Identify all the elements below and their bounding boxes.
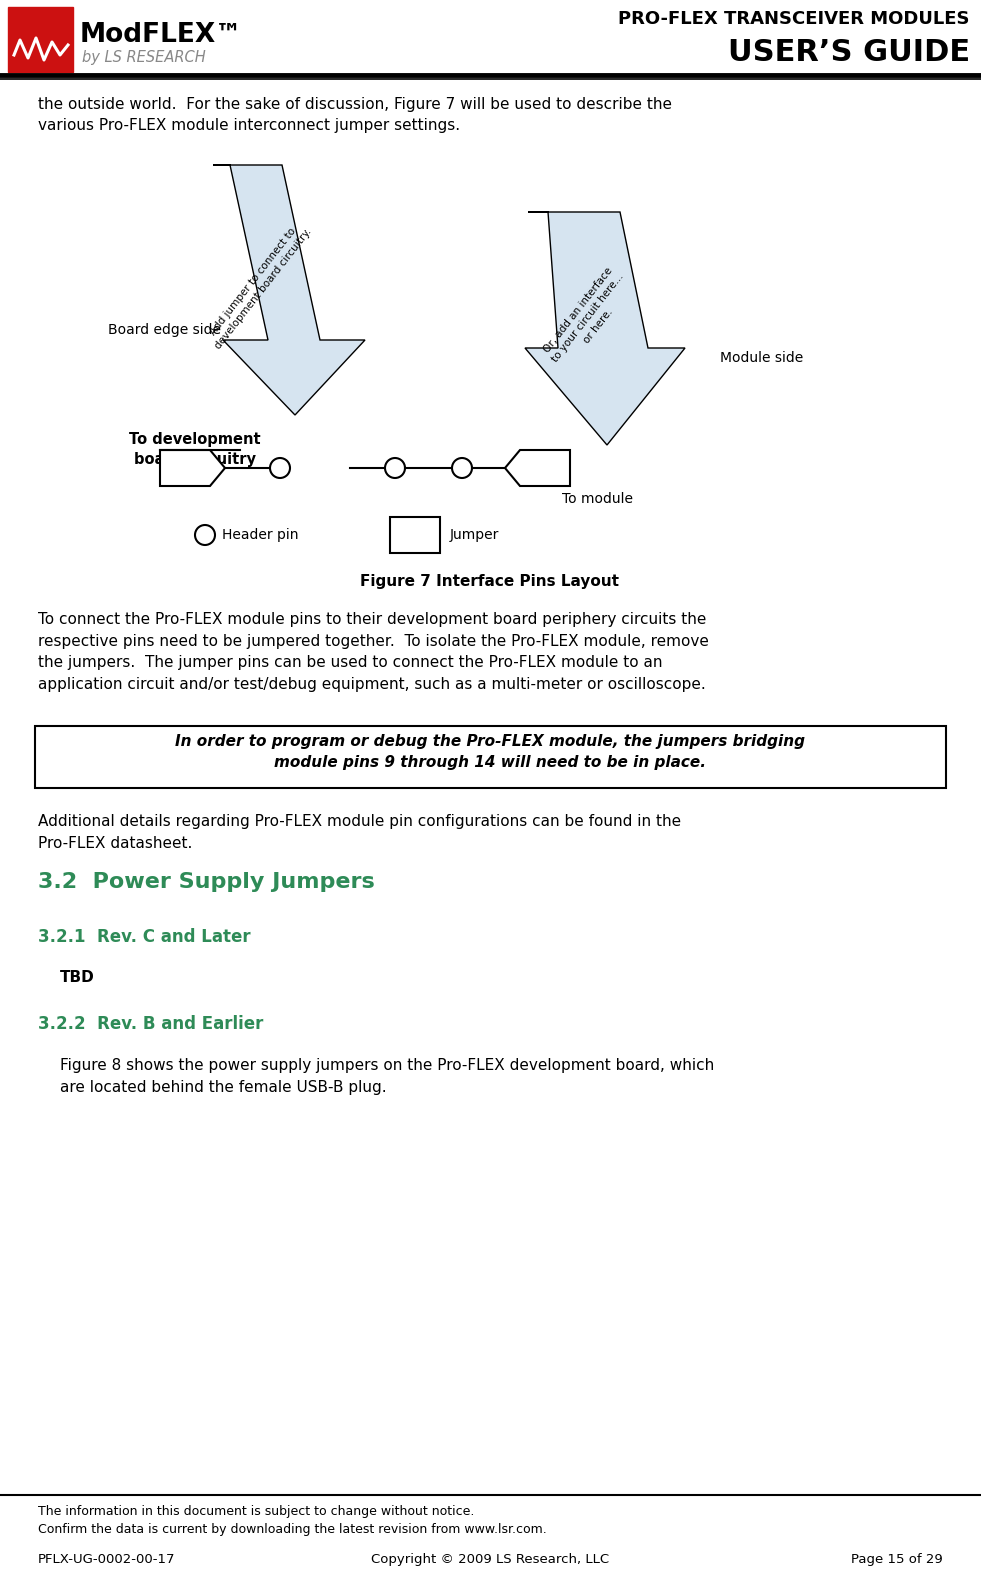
Bar	[8, 6, 73, 72]
Text: 3.2.2  Rev. B and Earlier: 3.2.2 Rev. B and Earlier	[38, 1015, 263, 1032]
Polygon shape	[160, 450, 225, 486]
Text: Board edge side: Board edge side	[108, 323, 221, 337]
Text: 3.2.1  Rev. C and Later: 3.2.1 Rev. C and Later	[38, 927, 250, 946]
Text: Confirm the data is current by downloading the latest revision from www.lsr.com.: Confirm the data is current by downloadi…	[38, 1523, 546, 1536]
Text: Module side: Module side	[720, 351, 803, 366]
Text: The information in this document is subject to change without notice.: The information in this document is subj…	[38, 1505, 475, 1517]
Text: Figure 8 shows the power supply jumpers on the Pro-FLEX development board, which: Figure 8 shows the power supply jumpers …	[60, 1058, 714, 1095]
Circle shape	[452, 458, 472, 479]
Circle shape	[270, 458, 290, 479]
Polygon shape	[213, 165, 365, 414]
Text: Copyright © 2009 LS Research, LLC: Copyright © 2009 LS Research, LLC	[371, 1553, 609, 1566]
Text: To development
board circuitry: To development board circuitry	[129, 431, 261, 468]
Text: PRO-FLEX TRANSCEIVER MODULES: PRO-FLEX TRANSCEIVER MODULES	[618, 9, 970, 28]
Text: 3.2  Power Supply Jumpers: 3.2 Power Supply Jumpers	[38, 872, 375, 893]
Text: PFLX-UG-0002-00-17: PFLX-UG-0002-00-17	[38, 1553, 176, 1566]
Text: TBD: TBD	[60, 970, 95, 985]
Text: USER’S GUIDE: USER’S GUIDE	[728, 38, 970, 67]
Bar	[390, 518, 440, 552]
Circle shape	[385, 458, 405, 479]
Circle shape	[195, 526, 215, 544]
Text: Jumper: Jumper	[450, 529, 499, 541]
Text: Additional details regarding Pro-FLEX module pin configurations can be found in : Additional details regarding Pro-FLEX mo…	[38, 814, 681, 850]
Text: the outside world.  For the sake of discussion, Figure 7 will be used to describ: the outside world. For the sake of discu…	[38, 97, 672, 133]
Text: Header pin: Header pin	[222, 529, 298, 541]
Text: In order to program or debug the Pro-FLEX module, the jumpers bridging
module pi: In order to program or debug the Pro-FLE…	[175, 734, 805, 770]
Text: ModFLEX™: ModFLEX™	[80, 22, 242, 49]
Text: Page 15 of 29: Page 15 of 29	[852, 1553, 943, 1566]
Text: by LS RESEARCH: by LS RESEARCH	[82, 50, 206, 64]
Polygon shape	[525, 212, 685, 446]
Text: To connect the Pro-FLEX module pins to their development board periphery circuit: To connect the Pro-FLEX module pins to t…	[38, 612, 709, 692]
Bar	[35, 726, 946, 788]
Polygon shape	[505, 450, 570, 486]
Text: To module: To module	[561, 493, 633, 505]
Text: Or, add an interface
to your circuit here...
or here.: Or, add an interface to your circuit her…	[541, 264, 636, 372]
Text: Add jumper to connect to
development board circuitry.: Add jumper to connect to development boa…	[203, 220, 313, 351]
Text: Figure 7 Interface Pins Layout: Figure 7 Interface Pins Layout	[360, 574, 619, 588]
